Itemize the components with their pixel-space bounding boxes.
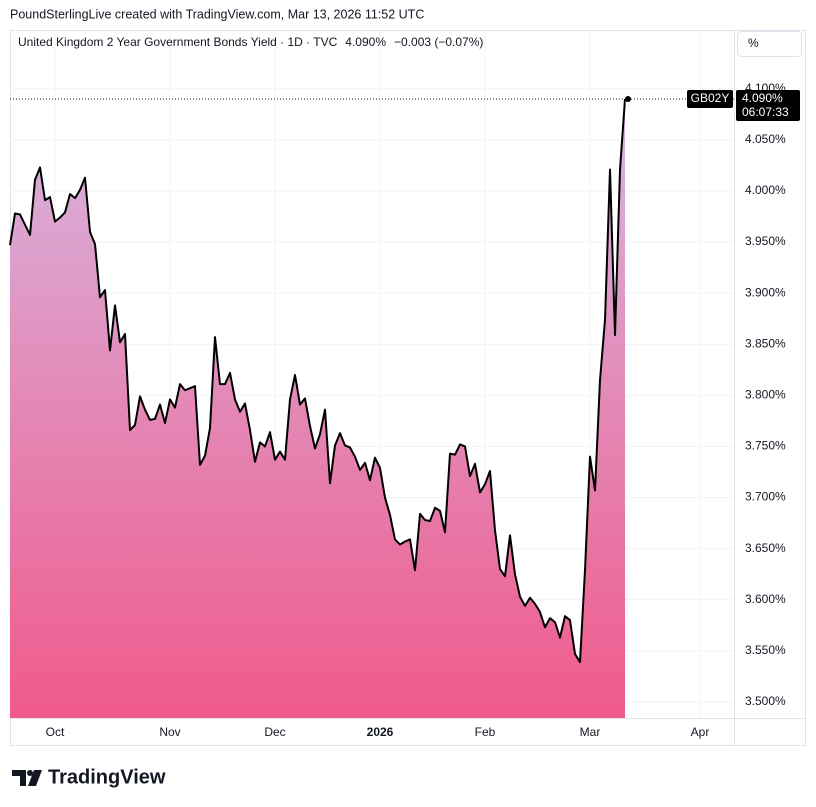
plot [9, 95, 734, 719]
y-tick-label: 3.950% [745, 234, 786, 248]
x-tick-label: Mar [580, 725, 601, 739]
unit-button-label[interactable]: % [748, 36, 759, 50]
y-tick-label: 3.700% [745, 490, 786, 504]
x-tick-label: Apr [691, 725, 710, 739]
price-tag-bg [736, 89, 800, 121]
logo-icon [27, 770, 33, 776]
y-tick-label: 3.600% [745, 592, 786, 606]
y-tick-label: 3.800% [745, 388, 786, 402]
logo-icon [28, 770, 42, 786]
y-tick-label: 3.650% [745, 541, 786, 555]
symbol-tag: GB02Y [691, 91, 730, 105]
price-tag-countdown: 06:07:33 [742, 105, 789, 119]
x-tick-label: 2026 [367, 725, 394, 739]
legend-title: United Kingdom 2 Year Government Bonds Y… [18, 35, 338, 49]
x-tick-label: Oct [46, 725, 65, 739]
x-tick-label: Nov [159, 725, 180, 739]
logo-icon [12, 770, 26, 786]
logo-text: TradingView [48, 766, 166, 788]
line [9, 98, 626, 664]
footer-logo: TradingView [12, 766, 166, 788]
price-tag: GB02Y 4.090%06:07:33 [687, 89, 800, 121]
unit-button[interactable] [737, 31, 802, 57]
legend-last: 4.090% [345, 35, 386, 49]
y-tick-label: 3.500% [745, 694, 786, 708]
y-tick-label: 4.000% [745, 183, 786, 197]
legend-change: −0.003 (−0.07%) [394, 35, 483, 49]
y-tick-label: 3.900% [745, 285, 786, 299]
x-tick-label: Feb [475, 725, 496, 739]
y-tick-label: 3.750% [745, 439, 786, 453]
axes: 3.500% 3.550% 3.600% 3.650% 3.700% 3.750% 3.80… [46, 81, 786, 739]
y-tick-label: 3.550% [745, 643, 786, 657]
area-fill [10, 98, 625, 719]
price-tag-value: 4.090% [742, 91, 783, 105]
y-tick-label: 3.850% [745, 336, 786, 350]
symbol-tag-bg [687, 89, 733, 108]
header: PoundSterlingLive created with TradingVi… [10, 7, 424, 21]
last-point [625, 95, 631, 102]
x-tick-label: Dec [264, 725, 285, 739]
y-tick-label: 4.050% [745, 132, 786, 146]
